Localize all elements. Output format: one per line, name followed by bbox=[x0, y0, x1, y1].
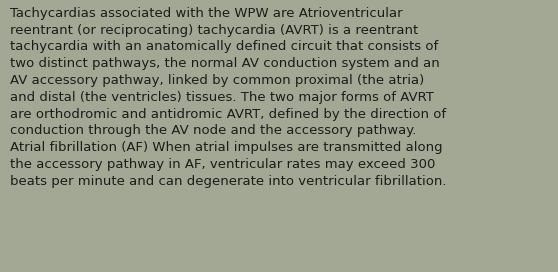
Text: Tachycardias associated with the WPW are Atrioventricular
reentrant (or reciproc: Tachycardias associated with the WPW are… bbox=[10, 7, 446, 188]
